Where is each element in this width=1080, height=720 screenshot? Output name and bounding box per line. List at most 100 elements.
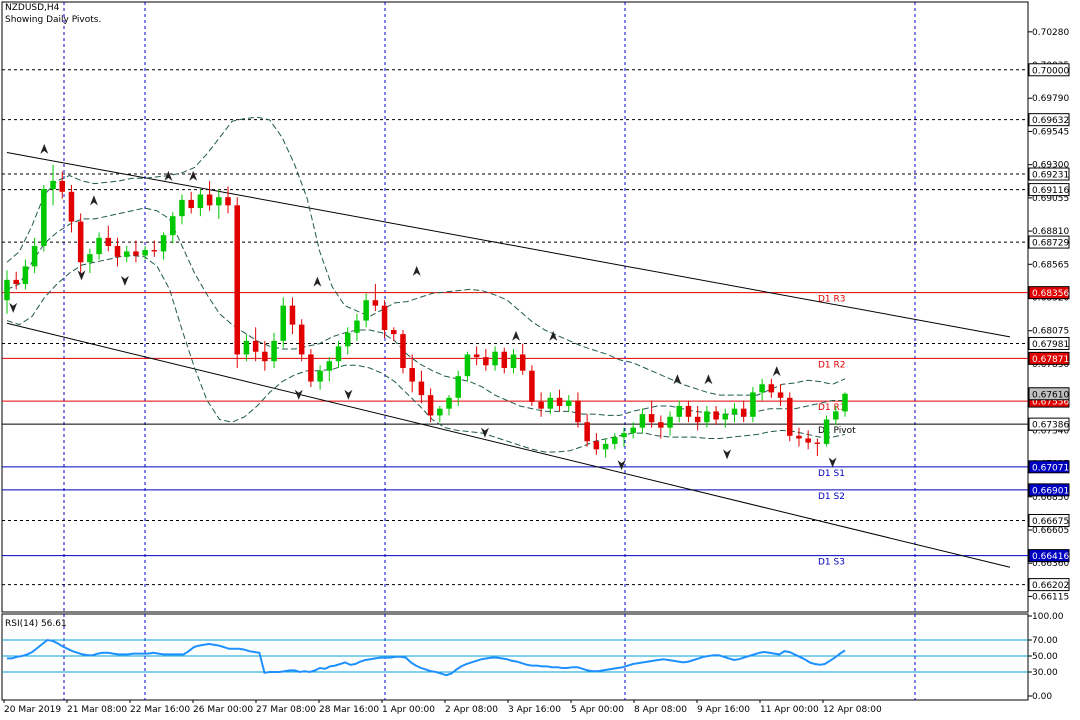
current-price-tag [1028,387,1070,401]
candle [455,370,461,406]
candle-body [68,191,75,222]
candle [777,384,784,406]
price-level-tag-text: 0.68729 [1032,239,1069,249]
candle-body [409,368,415,382]
candle [694,405,701,431]
candle [786,392,793,442]
price-level-tag: 0.70000 [1028,63,1070,77]
pivot-label: D1 R2 [818,360,846,370]
candle [298,319,305,362]
candle-body [31,246,38,267]
fractal-down-arrow [344,389,353,400]
current-price-text: 0.67610 [1032,390,1069,400]
candle [87,248,93,274]
price-level-tag: 0.68729 [1028,235,1070,249]
candle-body [335,346,342,362]
time-tick-label: 12 Apr 08:00 [823,705,882,715]
fractal-up-arrow [549,330,558,341]
candle-body [179,199,185,217]
candle [13,271,19,290]
candle-body [169,216,176,236]
candle-body [87,254,93,263]
candle [372,283,379,312]
price-level-tag-box [1028,578,1070,592]
price-level-tag-text: 0.70000 [1032,66,1069,76]
time-tick-label: 28 Mar 16:00 [319,705,379,715]
candle [731,403,738,423]
rsi-tick-label: 50.00 [1032,652,1058,662]
candle-body [510,354,517,368]
price-level-tag-box [1028,549,1070,563]
price-level-tag-text: 0.66901 [1032,486,1069,496]
candle [418,370,425,404]
price-level-tag-text: 0.66675 [1032,517,1069,527]
candle-body [786,397,793,436]
pivot-label: D1 R3 [818,295,846,305]
candle-body [13,279,19,284]
candle-body [114,246,121,257]
candle [612,433,618,450]
candle-body [372,300,379,306]
candle-body [768,384,775,393]
candle [547,392,554,415]
fractal-up-arrow [412,265,421,276]
price-tick-label: 0.69055 [1032,194,1069,204]
candle [363,293,369,328]
candle-body [565,400,572,406]
candle-body [759,384,765,393]
candle-body [252,340,259,352]
candle-body [648,414,655,423]
fractal-down-arrow [120,275,129,286]
candle [326,357,333,382]
candle [814,438,821,457]
fractal-down-arrow [723,449,732,460]
candle [685,400,692,423]
candle [344,327,351,355]
candle [556,389,563,412]
candle [160,232,167,260]
candle [519,343,526,375]
candle [400,330,406,374]
candle [22,259,29,290]
candle-body [381,305,388,331]
candle [704,405,710,428]
price-level-tag-text: 0.67071 [1032,463,1069,473]
candle-body [308,354,314,382]
candle [59,171,66,199]
time-tick-label: 8 Apr 08:00 [634,705,687,715]
candle [243,334,250,362]
candle-body [151,250,158,252]
candle-body [547,397,554,409]
candle-body [400,334,406,368]
price-level-tag-box [1028,235,1070,249]
fractal-down-arrow [828,457,837,468]
chart-subtitle: Showing Daily Pivots. [5,15,102,25]
candle-body [556,397,563,406]
candle [31,237,38,274]
candle [575,392,581,428]
time-tick-label: 2 Apr 08:00 [445,705,498,715]
candle [538,392,544,417]
price-level-tag-text: 0.68356 [1032,289,1069,299]
price-level-tag: 0.68356 [1028,286,1070,300]
trend-channel-line [6,151,1011,338]
pivot-label: D1 Pivot [818,426,856,436]
price-level-tag-box [1028,460,1070,474]
candle [271,332,277,368]
price-level-tag: 0.66202 [1028,578,1070,592]
candle-body [630,427,636,434]
price-tick-label: 0.66360 [1032,559,1069,569]
candle [658,415,664,439]
candle [409,354,415,393]
price-level-tag-box [1028,113,1070,127]
candle-body [234,205,240,355]
fractal-up-arrow [704,374,713,385]
candle-body [446,397,452,409]
candle-body [77,221,84,263]
price-level-tag-text: 0.66202 [1032,581,1069,591]
candle [381,300,388,339]
price-level-tag-box [1028,167,1070,181]
candle [354,313,360,341]
candle-body [289,305,296,325]
